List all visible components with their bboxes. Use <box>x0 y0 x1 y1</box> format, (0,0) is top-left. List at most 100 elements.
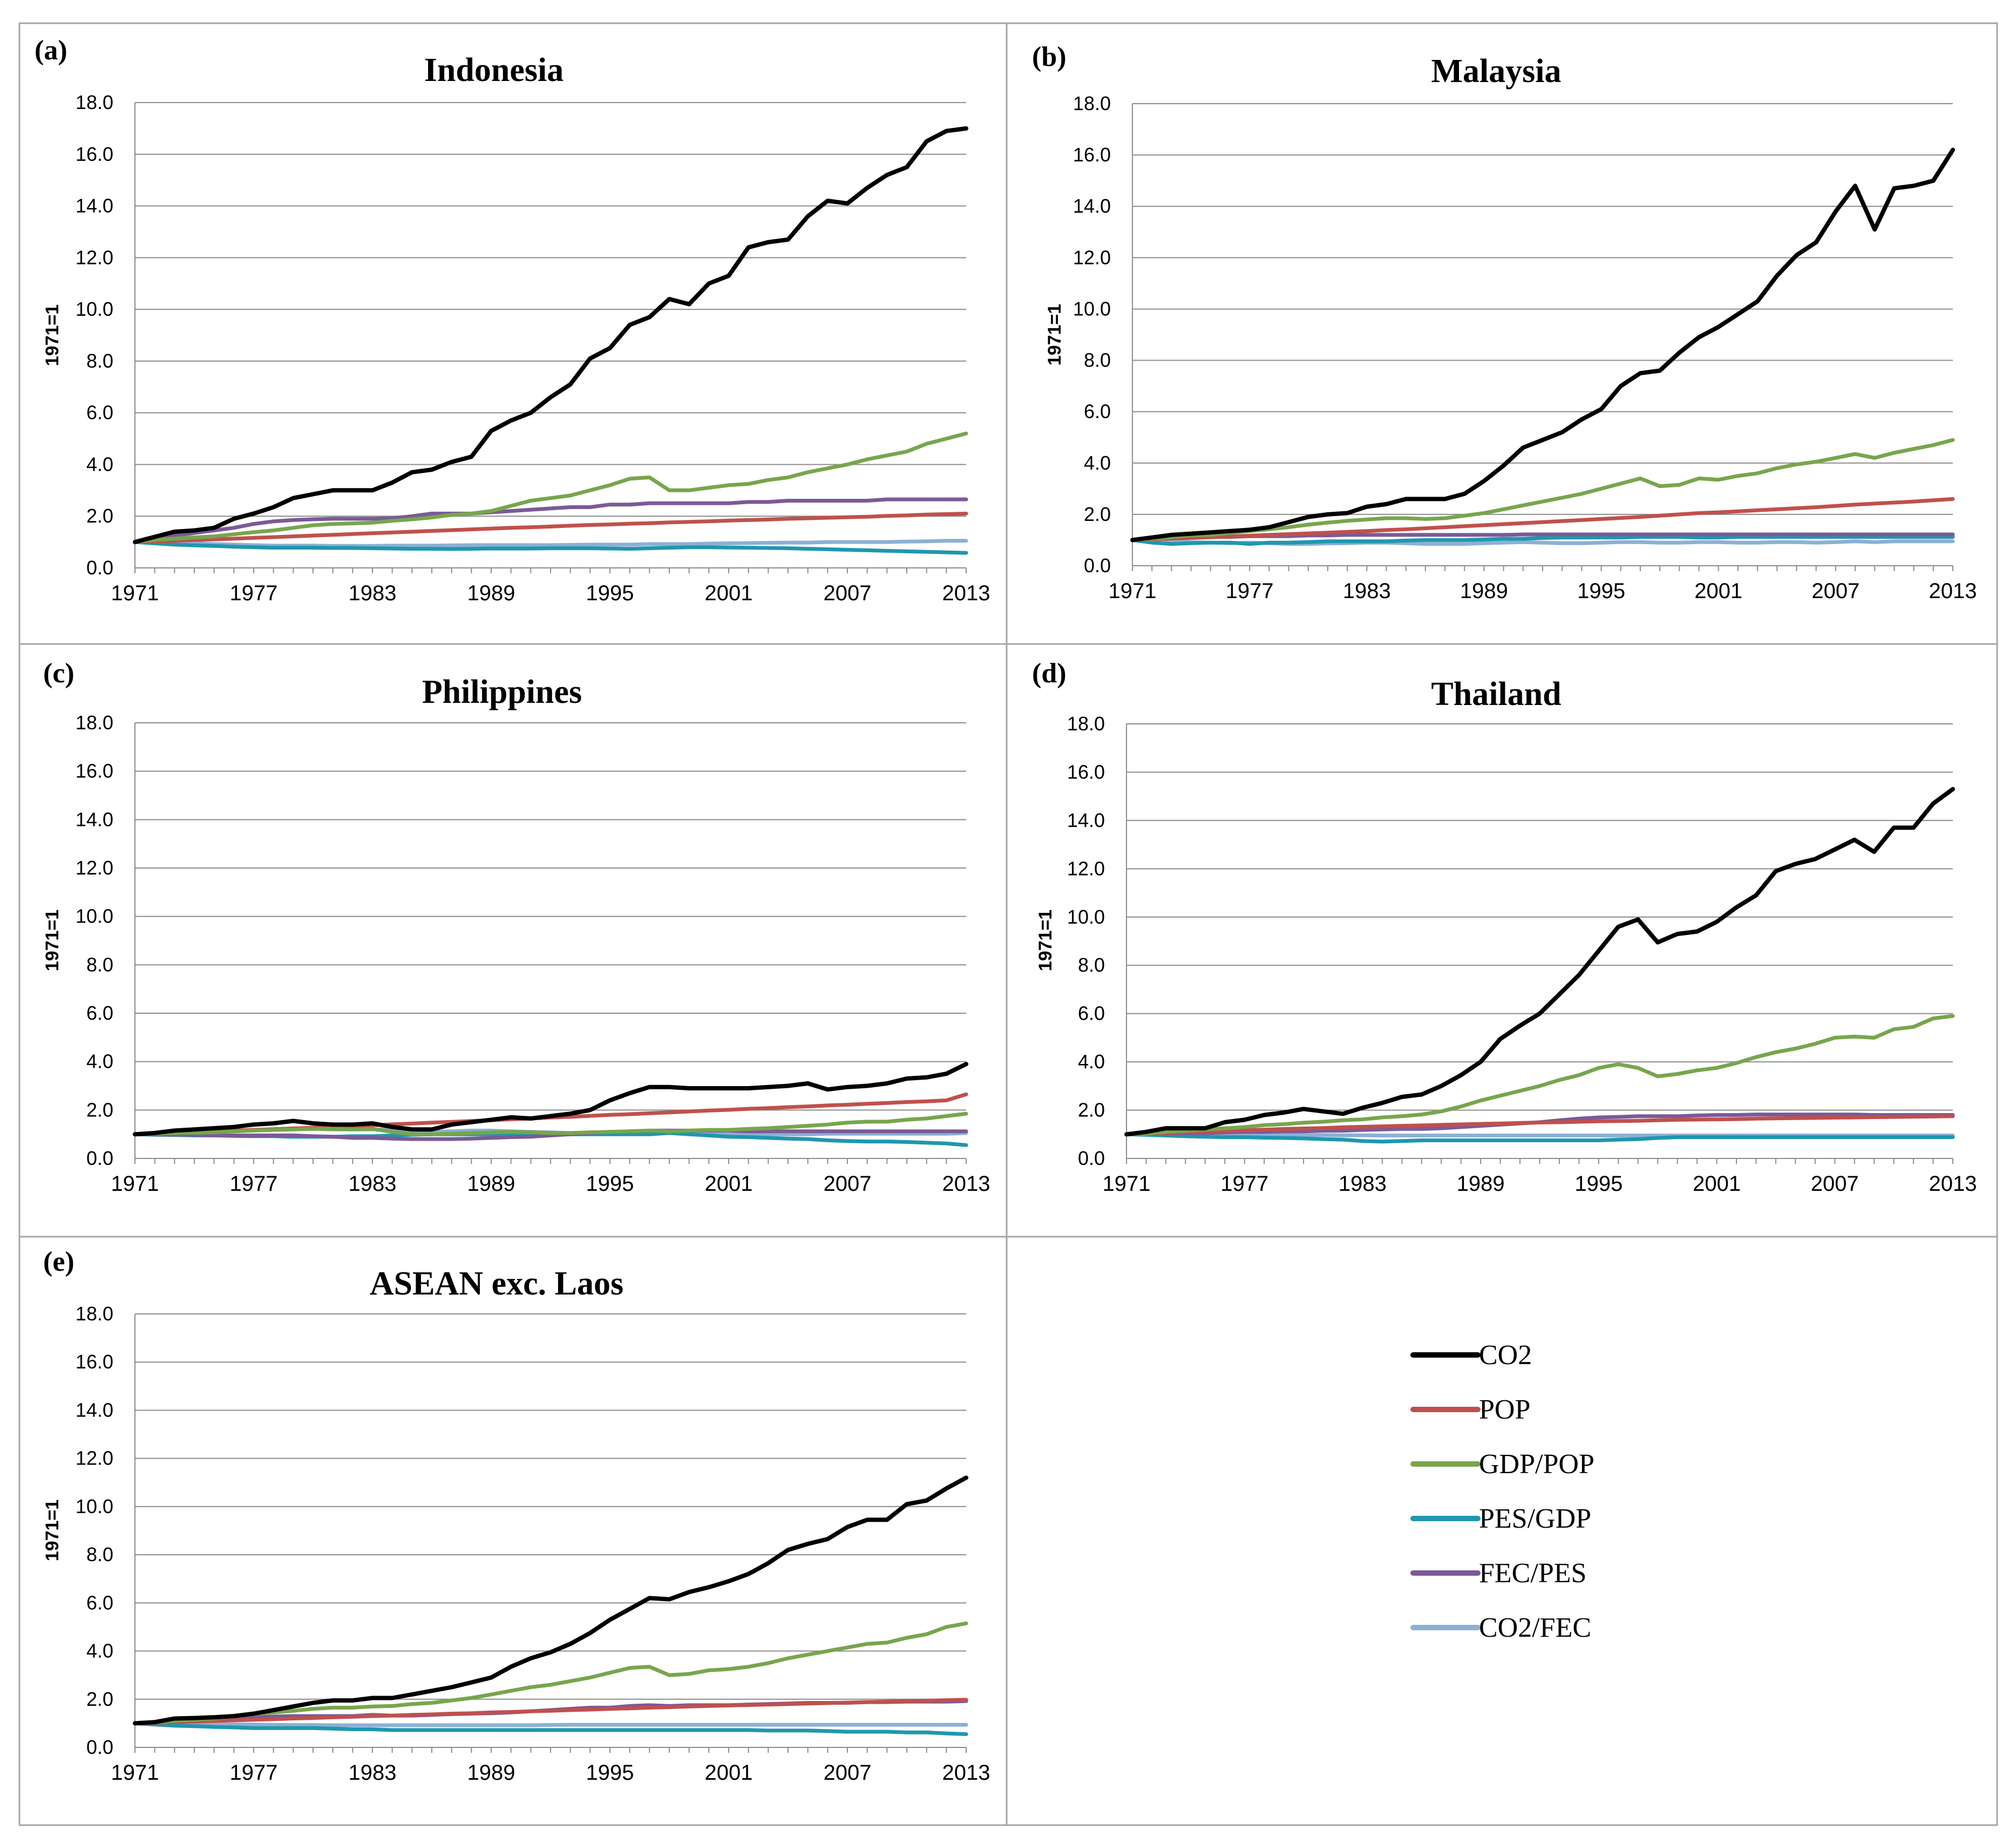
y-tick-label: 14.0 <box>1073 195 1111 217</box>
y-tick-label: 10.0 <box>76 298 113 320</box>
x-tick-label: 1989 <box>1457 1172 1505 1196</box>
series-line-pop <box>133 1698 968 1725</box>
y-tick-label: 2.0 <box>86 1688 113 1710</box>
panel-legend-border <box>1006 1236 1998 1826</box>
legend-label: CO2/FEC <box>1479 1612 1591 1643</box>
x-tick-label: 1971 <box>1109 579 1157 603</box>
y-tick-label: 14.0 <box>76 1399 113 1421</box>
panel-borders <box>18 22 1998 1826</box>
x-tick-label: 2007 <box>1811 1172 1859 1196</box>
y-tick-label: 16.0 <box>1067 761 1105 783</box>
series-line-pes-gdp <box>133 540 968 555</box>
x-tick-label: 1971 <box>111 1761 159 1785</box>
y-tick-label: 4.0 <box>86 1640 113 1662</box>
y-tick-label: 14.0 <box>1067 809 1105 831</box>
y-tick-label: 0.0 <box>86 557 113 579</box>
chart-title: ASEAN exc. Laos <box>370 1265 623 1302</box>
x-tick-label: 1977 <box>1226 579 1274 603</box>
x-tick-label: 2013 <box>942 581 990 605</box>
y-tick-label: 0.0 <box>1078 1147 1105 1169</box>
series-line-co2-fec <box>133 539 968 548</box>
y-axis-label: 1971=1 <box>42 1500 63 1561</box>
y-tick-label: 12.0 <box>76 857 113 879</box>
y-tick-label: 18.0 <box>1073 92 1111 114</box>
y-tick-label: 4.0 <box>1084 452 1111 474</box>
chart-title: Thailand <box>1431 676 1561 713</box>
y-tick-label: 0.0 <box>86 1147 113 1169</box>
y-tick-label: 4.0 <box>86 453 113 475</box>
chart-title: Philippines <box>422 674 582 710</box>
y-tick-label: 2.0 <box>86 1099 113 1121</box>
series-line-co2 <box>133 1475 968 1726</box>
x-tick-label: 1983 <box>1343 579 1391 603</box>
x-tick-label: 2007 <box>1811 579 1859 603</box>
x-tick-label: 1995 <box>1577 579 1625 603</box>
x-tick-label: 1977 <box>230 581 278 605</box>
y-tick-label: 16.0 <box>76 760 113 782</box>
x-tick-label: 1977 <box>230 1172 278 1196</box>
x-tick-label: 1989 <box>467 1172 515 1196</box>
y-tick-label: 8.0 <box>86 953 113 975</box>
y-tick-label: 18.0 <box>76 1303 113 1325</box>
x-tick-label: 1995 <box>586 1172 634 1196</box>
y-tick-label: 4.0 <box>1078 1050 1105 1073</box>
y-tick-label: 10.0 <box>76 905 113 927</box>
y-tick-label: 8.0 <box>86 1543 113 1565</box>
x-tick-label: 2013 <box>942 1761 990 1785</box>
y-tick-label: 14.0 <box>76 808 113 830</box>
x-tick-label: 1977 <box>1220 1172 1268 1196</box>
x-tick-label: 1971 <box>111 581 159 605</box>
x-tick-label: 2013 <box>942 1172 990 1196</box>
chart-3: (c) Philippines 0.0 2.0 4.0 6.0 8.0 10.0 12.0 14.… <box>42 658 990 1196</box>
x-tick-label: 1977 <box>230 1761 278 1785</box>
x-tick-label: 1995 <box>586 1761 634 1785</box>
series-line-co2 <box>133 126 968 545</box>
series-line-gdp-pop <box>1124 1014 1955 1136</box>
panel-label: (e) <box>43 1246 74 1277</box>
x-tick-label: 1995 <box>1574 1172 1623 1196</box>
y-tick-label: 14.0 <box>76 195 113 217</box>
series-line-co2 <box>1124 787 1955 1137</box>
series-line-pes-gdp <box>1130 535 1955 546</box>
legend-label: PES/GDP <box>1479 1503 1591 1534</box>
y-tick-label: 18.0 <box>76 711 113 734</box>
x-tick-label: 1983 <box>349 581 397 605</box>
y-tick-label: 0.0 <box>86 1736 113 1758</box>
y-tick-label: 16.0 <box>76 143 113 165</box>
y-axis-label: 1971=1 <box>42 910 63 971</box>
x-tick-label: 2001 <box>705 1761 753 1785</box>
y-tick-label: 8.0 <box>1078 954 1105 976</box>
x-tick-label: 1989 <box>467 1761 515 1785</box>
legend-label: POP <box>1479 1394 1530 1425</box>
y-axis-label: 1971=1 <box>1044 304 1065 365</box>
x-tick-label: 1983 <box>1339 1172 1387 1196</box>
y-tick-label: 2.0 <box>1078 1099 1105 1121</box>
y-tick-label: 18.0 <box>1067 713 1105 735</box>
panel-label: (d) <box>1032 658 1067 689</box>
y-axis-label: 1971=1 <box>1035 910 1056 971</box>
y-tick-label: 16.0 <box>1073 144 1111 166</box>
legend-label: GDP/POP <box>1479 1449 1594 1480</box>
x-tick-label: 2007 <box>824 581 872 605</box>
y-tick-label: 6.0 <box>86 1591 113 1614</box>
y-tick-label: 2.0 <box>1084 503 1111 525</box>
x-tick-label: 2007 <box>824 1172 872 1196</box>
x-tick-label: 2007 <box>824 1761 872 1785</box>
series-line-pop <box>1130 497 1955 542</box>
y-tick-label: 6.0 <box>86 402 113 424</box>
x-tick-label: 1971 <box>111 1172 159 1196</box>
y-tick-label: 6.0 <box>1084 401 1111 423</box>
series-line-fec-pes <box>133 497 968 544</box>
y-tick-label: 8.0 <box>86 350 113 372</box>
x-tick-label: 1995 <box>586 581 634 605</box>
series-line-pop <box>133 511 968 544</box>
series-line-co2-fec <box>133 1721 968 1727</box>
series-line-gdp-pop <box>133 1111 968 1136</box>
x-tick-label: 2001 <box>705 1172 753 1196</box>
x-tick-label: 2001 <box>1694 579 1742 603</box>
chart-2: (b) Malaysia 0.0 2.0 4.0 6.0 8.0 10.0 12.0 14.0 16… <box>1032 42 1977 603</box>
legend-label: FEC/PES <box>1479 1558 1586 1589</box>
y-tick-label: 4.0 <box>86 1050 113 1073</box>
